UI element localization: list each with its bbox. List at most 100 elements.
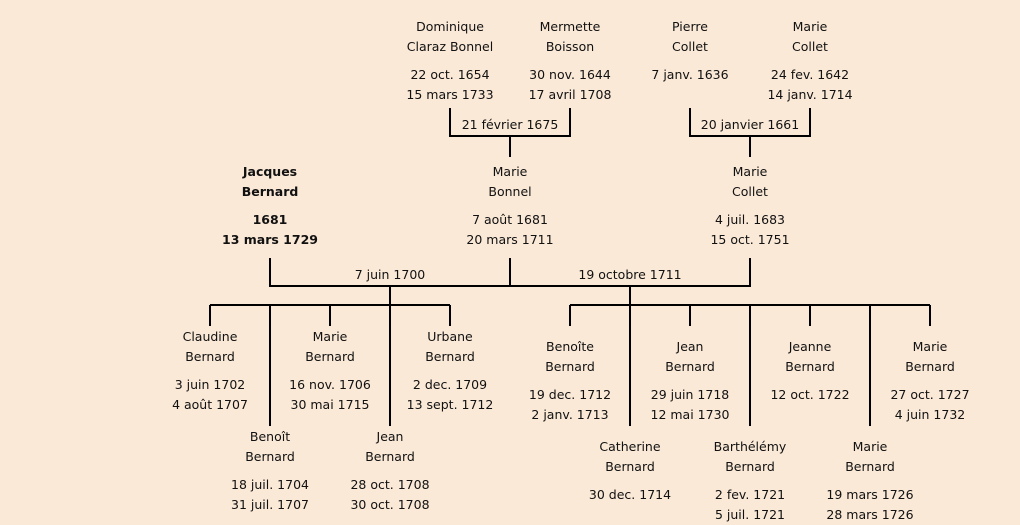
first-name: Marie	[312, 329, 348, 344]
marriage-1-children-link	[209, 286, 451, 426]
person-card: Marie Bernard 16 nov. 1706 30 mai 1715	[260, 327, 400, 415]
death-date: 31 juil. 1707	[231, 497, 309, 512]
marriage-2-children-link	[569, 286, 931, 426]
marriage-date: 19 octobre 1711	[578, 267, 682, 282]
first-name: Pierre	[672, 19, 708, 34]
first-name: Marie	[852, 439, 888, 454]
marriage-date: 21 février 1675	[461, 117, 559, 132]
death-date: 12 mai 1730	[650, 407, 730, 422]
birth-date: 24 fev. 1642	[770, 67, 850, 82]
person-card: Jean Bernard 28 oct. 1708 30 oct. 1708	[320, 427, 460, 515]
death-date: 17 avril 1708	[528, 87, 612, 102]
first-name: Marie	[792, 19, 828, 34]
last-name: Bernard	[241, 184, 299, 199]
first-name: Dominique	[416, 19, 484, 34]
person-card: Marie Bernard 19 mars 1726 28 mars 1726	[800, 437, 940, 525]
person-card: Marie Collet 24 fev. 1642 14 janv. 1714	[740, 17, 880, 105]
last-name: Bernard	[425, 349, 475, 364]
death-date: 5 juil. 1721	[714, 507, 786, 522]
birth-date: 1681	[252, 212, 288, 227]
person-card: Dominique Claraz Bonnel 22 oct. 1654 15 …	[380, 17, 520, 105]
last-name: Collet	[672, 39, 708, 54]
last-name: Bernard	[545, 359, 595, 374]
death-date: 13 sept. 1712	[406, 397, 494, 412]
death-date: 4 août 1707	[172, 397, 248, 412]
birth-date: 19 mars 1726	[826, 487, 914, 502]
birth-date: 4 juil. 1683	[714, 212, 786, 227]
person-card: Marie Bernard 27 oct. 1727 4 juin 1732	[860, 337, 1000, 425]
birth-date: 29 juin 1718	[650, 387, 730, 402]
last-name: Bernard	[785, 359, 835, 374]
person-card: Urbane Bernard 2 dec. 1709 13 sept. 1712	[380, 327, 520, 415]
last-name: Bernard	[845, 459, 895, 474]
birth-date: 22 oct. 1654	[410, 67, 490, 82]
death-date: 30 oct. 1708	[350, 497, 430, 512]
last-name: Bernard	[305, 349, 355, 364]
person-card: Benoît Bernard 18 juil. 1704 31 juil. 17…	[200, 427, 340, 515]
person-card: Pierre Collet 7 janv. 1636	[620, 17, 760, 85]
last-name: Collet	[732, 184, 768, 199]
birth-date: 16 nov. 1706	[289, 377, 371, 392]
death-date: 4 juin 1732	[894, 407, 966, 422]
death-date: 13 mars 1729	[222, 232, 318, 247]
first-name: Jacques	[242, 164, 298, 179]
first-name: Urbane	[427, 329, 473, 344]
last-name: Bernard	[725, 459, 775, 474]
death-date: 15 oct. 1751	[710, 232, 790, 247]
grandparents-1-link	[449, 108, 571, 157]
last-name: Bernard	[605, 459, 655, 474]
birth-date: 18 juil. 1704	[231, 477, 309, 492]
person-card: Jean Bernard 29 juin 1718 12 mai 1730	[620, 337, 760, 425]
last-name: Bernard	[665, 359, 715, 374]
first-name: Benoît	[249, 429, 291, 444]
person-card: Benoîte Bernard 19 dec. 1712 2 janv. 171…	[500, 337, 640, 425]
death-date: 2 janv. 1713	[531, 407, 609, 422]
last-name: Bernard	[245, 449, 295, 464]
death-date: 28 mars 1726	[826, 507, 914, 522]
person-card: Barthélémy Bernard 2 fev. 1721 5 juil. 1…	[680, 437, 820, 525]
last-name: Collet	[792, 39, 828, 54]
birth-date: 27 oct. 1727	[890, 387, 970, 402]
birth-date: 28 oct. 1708	[350, 477, 430, 492]
death-date: 20 mars 1711	[466, 232, 554, 247]
person-card: Marie Bonnel 7 août 1681 20 mars 1711	[440, 162, 580, 250]
birth-date: 30 dec. 1714	[588, 487, 672, 502]
birth-date: 7 janv. 1636	[651, 67, 729, 82]
person-card: Marie Collet 4 juil. 1683 15 oct. 1751	[680, 162, 820, 250]
last-name: Bernard	[905, 359, 955, 374]
first-name: Catherine	[599, 439, 661, 454]
person-card: Mermette Boisson 30 nov. 1644 17 avril 1…	[500, 17, 640, 105]
death-date: 15 mars 1733	[406, 87, 494, 102]
death-date: 14 janv. 1714	[767, 87, 853, 102]
last-name: Bonnel	[488, 184, 532, 199]
death-date: 30 mai 1715	[290, 397, 370, 412]
birth-date: 2 dec. 1709	[412, 377, 488, 392]
person-card: Catherine Bernard 30 dec. 1714	[560, 437, 700, 505]
first-name: Jeanne	[788, 339, 832, 354]
first-name: Jean	[376, 429, 404, 444]
first-name: Marie	[492, 164, 528, 179]
last-name: Boisson	[545, 39, 595, 54]
birth-date: 3 juin 1702	[174, 377, 246, 392]
parents-link	[269, 258, 751, 287]
birth-date: 19 dec. 1712	[528, 387, 612, 402]
last-name: Bernard	[185, 349, 235, 364]
person-card: Claudine Bernard 3 juin 1702 4 août 1707	[140, 327, 280, 415]
last-name: Claraz Bonnel	[406, 39, 494, 54]
marriage-date: 20 janvier 1661	[700, 117, 800, 132]
grandparents-2-link	[689, 108, 811, 157]
birth-date: 2 fev. 1721	[714, 487, 786, 502]
first-name: Jean	[676, 339, 704, 354]
person-card: Jacques Bernard 1681 13 mars 1729	[200, 162, 340, 250]
first-name: Barthélémy	[713, 439, 787, 454]
first-name: Marie	[732, 164, 768, 179]
birth-date: 30 nov. 1644	[529, 67, 611, 82]
first-name: Benoîte	[546, 339, 594, 354]
first-name: Claudine	[182, 329, 238, 344]
person-card: Jeanne Bernard 12 oct. 1722	[740, 337, 880, 405]
marriage-date: 7 juin 1700	[354, 267, 426, 282]
first-name: Mermette	[539, 19, 601, 34]
birth-date: 7 août 1681	[472, 212, 548, 227]
birth-date: 12 oct. 1722	[770, 387, 850, 402]
